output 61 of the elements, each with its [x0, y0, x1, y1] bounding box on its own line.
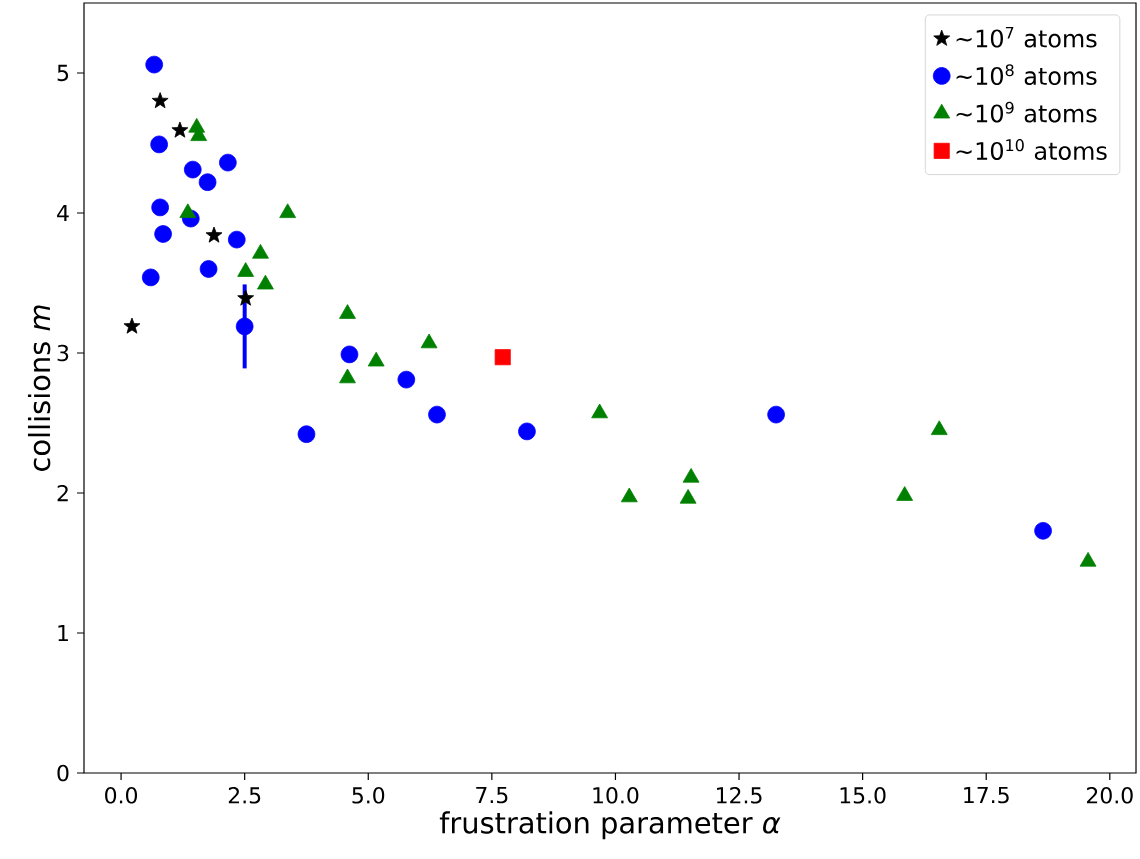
- x-tick-label: 10.0: [593, 787, 639, 804]
- point: [279, 203, 297, 218]
- x-tick-label: 7.5: [476, 787, 508, 804]
- point: [1034, 522, 1052, 540]
- point: [896, 486, 914, 501]
- point: [198, 173, 217, 191]
- point: [367, 351, 385, 367]
- legend-label: ∼10$^{9}$ atoms: [956, 101, 1097, 123]
- legend-label: ∼10$^{10}$ atoms: [956, 139, 1107, 160]
- point: [252, 244, 269, 259]
- point: [237, 262, 255, 277]
- point: [257, 274, 274, 290]
- point: [145, 55, 163, 74]
- point: [339, 304, 356, 319]
- point: [591, 403, 608, 419]
- point: [151, 92, 169, 109]
- point: [494, 349, 511, 366]
- point: [183, 160, 202, 179]
- legend-label: ∼10$^{8}$ atoms: [956, 64, 1097, 86]
- point: [518, 422, 536, 441]
- x-tick-label: 17.5: [964, 787, 1009, 804]
- point: [682, 468, 700, 483]
- x-tick-label: 20.0: [1087, 787, 1133, 804]
- point: [420, 333, 438, 349]
- point: [151, 198, 169, 217]
- point: [428, 405, 446, 424]
- y-tick-label: 1: [58, 625, 68, 641]
- y-tick-label: 3: [57, 344, 69, 362]
- x-tick-label: 12.5: [717, 787, 762, 804]
- y-tick-label: 5: [57, 64, 69, 82]
- point: [199, 260, 218, 278]
- point: [219, 153, 237, 172]
- x-tick-label: 0.0: [105, 787, 138, 804]
- x-axis-title: frustration parameter α: [439, 811, 781, 840]
- point: [179, 203, 197, 218]
- point: [205, 226, 223, 243]
- point: [171, 121, 189, 138]
- y-tick-label: 4: [57, 205, 69, 221]
- point: [340, 345, 359, 364]
- point: [237, 289, 255, 306]
- point: [150, 135, 168, 154]
- point: [679, 489, 697, 504]
- point: [620, 487, 638, 503]
- point: [141, 268, 160, 287]
- legend-label: ∼10$^{7}$ atoms: [956, 26, 1097, 48]
- point: [154, 225, 172, 243]
- point: [227, 230, 246, 249]
- x-tick-label: 5.0: [352, 787, 385, 804]
- point: [123, 317, 141, 334]
- y-axis-title: collisions m: [27, 305, 51, 471]
- point: [930, 420, 948, 435]
- point: [767, 405, 785, 424]
- x-tick-label: 15.0: [840, 787, 886, 804]
- point: [339, 368, 356, 384]
- point: [235, 317, 254, 336]
- point: [297, 425, 316, 443]
- y-tick-label: 2: [57, 484, 68, 502]
- y-tick-label: 0: [57, 764, 69, 782]
- point: [397, 370, 416, 389]
- point: [1079, 552, 1097, 567]
- x-tick-label: 2.5: [228, 787, 261, 804]
